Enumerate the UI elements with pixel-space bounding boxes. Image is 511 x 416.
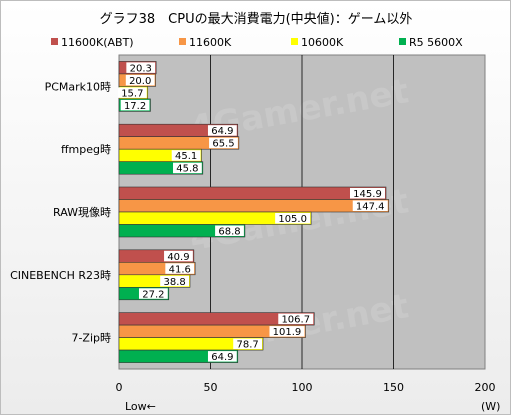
value-label-bg [215,225,244,236]
bar-11600k [118,199,390,213]
legend-label-10600k: 10600K [301,36,344,49]
value-label: 20.0 [129,76,151,87]
value-label: 41.6 [169,264,191,275]
legend-swatch-11600k-abt [51,38,58,45]
value-label-bg [207,125,237,136]
value-label: 40.9 [167,252,189,263]
value-label: 145.9 [353,189,382,200]
category-label: RAW現像時 [53,206,111,219]
value-label-bg [125,74,155,86]
legend-label-11600k-abt: 11600K(ABT) [61,36,134,49]
x-axis-unit-label: (W) [481,400,500,413]
value-label: 68.8 [218,227,240,238]
value-label-bg [349,188,385,199]
value-label: 64.9 [211,352,233,363]
value-label: 17.2 [124,101,146,112]
value-label: 38.8 [163,277,185,288]
legend: 11600K(ABT) 11600K 10600K R5 5600X [51,36,463,49]
value-label: 78.7 [236,340,258,351]
bar-11600k-abt [118,186,387,200]
value-label: 45.1 [175,151,197,162]
value-label: 64.9 [211,126,233,137]
value-label: 65.5 [212,139,234,150]
value-label-bg [117,87,147,98]
category-label: PCMark10時 [45,80,111,93]
x-tick-label: 100 [292,381,313,394]
legend-swatch-11600k [179,38,186,45]
value-label-bg [171,150,201,161]
x-tick-label: 150 [383,381,404,394]
tick-labels: 0 50 100 150 200 [116,381,496,394]
value-label-bg [209,137,238,149]
x-tick-label: 0 [116,381,123,394]
value-label: 147.4 [356,202,385,213]
legend-label-r5-5600x: R5 5600X [409,36,463,49]
value-label: 20.3 [130,63,152,74]
value-label-bg [138,288,168,299]
x-axis-low-label: Low← [125,400,156,413]
x-tick-label: 200 [475,381,496,394]
value-label: 105.0 [278,214,307,225]
category-label: CINEBENCH R23時 [10,269,111,282]
value-label: 27.2 [142,289,164,300]
value-label-bg [278,313,314,325]
value-label: 15.7 [121,88,143,99]
value-label-bg [352,200,388,211]
category-labels: PCMark10時 ffmpeg時 RAW現像時 CINEBENCH R23時 7-Zi… [10,80,111,344]
x-tick-label: 50 [204,381,218,394]
value-label: 106.7 [281,315,310,326]
value-label: 101.9 [273,327,302,338]
legend-swatch-10600k [291,38,298,45]
value-label-bg [275,213,311,224]
value-label-bg [233,338,263,350]
value-label-bg [173,162,202,174]
value-label-bg [160,275,190,287]
value-label-bg [207,351,237,362]
category-label: ffmpeg時 [61,143,111,156]
chart-title: グラフ38 CPUの最大消費電力(中央値)：ゲーム以外 [100,11,413,27]
value-label-bg [164,250,193,262]
category-label: 7-Zip時 [71,332,111,345]
value-label-bg [165,263,195,274]
value-label-bg [269,326,305,337]
value-label: 45.8 [176,164,198,175]
bar-r5-5600x [118,224,246,238]
legend-label-11600k: 11600K [189,36,232,49]
legend-swatch-r5-5600x [399,38,406,45]
value-label-bg [126,62,156,73]
value-labels: 20.3 20.015.7 17.2 64.9 65.5 45.1 45.8 145.9 147… [117,62,388,363]
value-label-bg [120,99,150,111]
